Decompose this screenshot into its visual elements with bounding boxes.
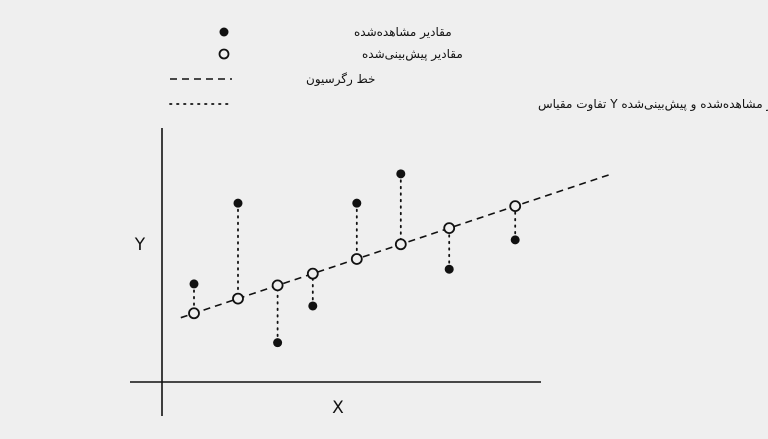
x-axis-label: X: [332, 398, 344, 418]
regression-line: [180, 173, 613, 319]
legend-observed-marker: [219, 27, 229, 37]
legend-predicted-marker: [218, 48, 230, 60]
legend-observed-label: مقادیر مشاهده‌شده: [354, 25, 452, 40]
legend-predicted-label: مقادیر پیش‌بینی‌شده: [362, 47, 463, 62]
predicted-point-4: [306, 267, 319, 280]
observed-point-1: [189, 279, 199, 289]
observed-point-7: [444, 264, 454, 274]
observed-point-4: [308, 301, 318, 311]
predicted-points: [188, 200, 522, 320]
observed-point-2: [233, 198, 243, 208]
observed-points: [189, 169, 520, 348]
predicted-point-2: [232, 292, 244, 305]
predicted-point-8: [509, 200, 522, 213]
observed-point-8: [510, 235, 520, 245]
legend: مقادیر مشاهده‌شده مقادیر پیش‌بینی‌شده خط…: [169, 25, 768, 112]
predicted-point-7: [443, 222, 456, 235]
predicted-point-6: [394, 238, 407, 251]
predicted-point-1: [188, 307, 200, 320]
regression-line-group: [180, 173, 613, 319]
y-axis-label: Y: [134, 235, 146, 255]
predicted-point-3: [271, 279, 284, 292]
observed-point-3: [273, 338, 283, 348]
observed-point-5: [352, 198, 362, 208]
observed-point-6: [396, 169, 406, 179]
legend-regression-label: خط رگرسیون: [306, 72, 375, 87]
predicted-point-5: [350, 253, 363, 265]
legend-residual-label: بین مقادیر مشاهده‌شده و پیش‌بینی‌شده Y ت…: [538, 97, 768, 112]
